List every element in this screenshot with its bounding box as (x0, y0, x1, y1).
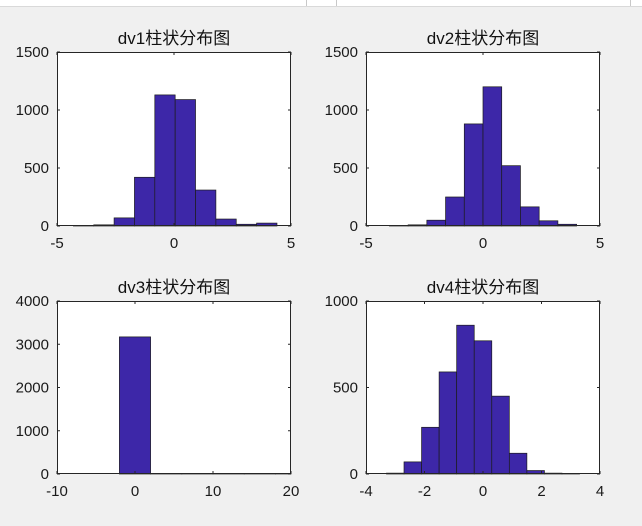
x-tick-label: -5 (359, 235, 372, 252)
histogram-bar (508, 452, 528, 475)
histogram-bar (113, 217, 135, 227)
chart-title: dv1柱状分布图 (118, 29, 230, 48)
chart-title: dv3柱状分布图 (118, 278, 230, 297)
x-tick-label: -2 (418, 483, 431, 500)
histogram-bar (491, 395, 510, 475)
chart-title: dv4柱状分布图 (427, 278, 539, 297)
x-tick-label: 0 (479, 235, 487, 252)
histogram-bar (154, 94, 176, 227)
axes-background (57, 301, 291, 474)
x-tick-label: 20 (283, 483, 300, 500)
histogram-bar (482, 86, 503, 227)
x-tick-label: -5 (50, 235, 63, 252)
y-tick-label: 1000 (16, 423, 49, 440)
histogram-bar (215, 218, 237, 227)
y-tick-label: 0 (350, 466, 358, 483)
x-tick-label: 10 (205, 483, 222, 500)
y-tick-label: 3000 (16, 336, 49, 353)
y-tick-label: 1500 (16, 44, 49, 61)
y-tick-label: 2000 (16, 380, 49, 397)
x-tick-label: 0 (170, 235, 178, 252)
y-tick-label: 500 (333, 160, 358, 177)
window-top-edge (0, 0, 642, 7)
y-tick-label: 0 (41, 218, 49, 235)
histogram-bar (463, 123, 484, 227)
histogram-bar (445, 196, 465, 227)
histogram-bar (438, 371, 458, 475)
histogram-bar (520, 206, 540, 227)
histogram-bar (403, 461, 422, 475)
x-tick-label: 5 (287, 235, 295, 252)
x-tick-label: 5 (596, 235, 604, 252)
y-tick-label: 4000 (16, 293, 49, 310)
histogram-bar (134, 176, 156, 227)
x-tick-label: -10 (46, 483, 68, 500)
y-tick-label: 1000 (16, 102, 49, 119)
x-tick-label: 4 (596, 483, 604, 500)
histogram-bar (501, 165, 521, 227)
y-tick-label: 1000 (325, 102, 358, 119)
y-tick-label: 0 (41, 466, 49, 483)
histogram-bar (456, 324, 475, 475)
histogram-bar (174, 99, 196, 227)
histogram-bar (473, 340, 493, 475)
histogram-bar (119, 336, 151, 475)
y-tick-label: 500 (333, 380, 358, 397)
histogram-bar (195, 189, 217, 227)
x-tick-label: 0 (131, 483, 139, 500)
y-tick-label: 1000 (325, 293, 358, 310)
y-tick-label: 1500 (325, 44, 358, 61)
x-tick-label: 0 (479, 483, 487, 500)
y-tick-label: 500 (24, 160, 49, 177)
histogram-bar (421, 426, 440, 475)
x-tick-label: -4 (359, 483, 372, 500)
subplot-dv4: -4 -2 0 2 4 0 500 1000 dv4柱状分布图 (325, 278, 605, 500)
y-tick-label: 0 (350, 218, 358, 235)
x-tick-label: 2 (537, 483, 545, 500)
chart-title: dv2柱状分布图 (427, 29, 539, 48)
